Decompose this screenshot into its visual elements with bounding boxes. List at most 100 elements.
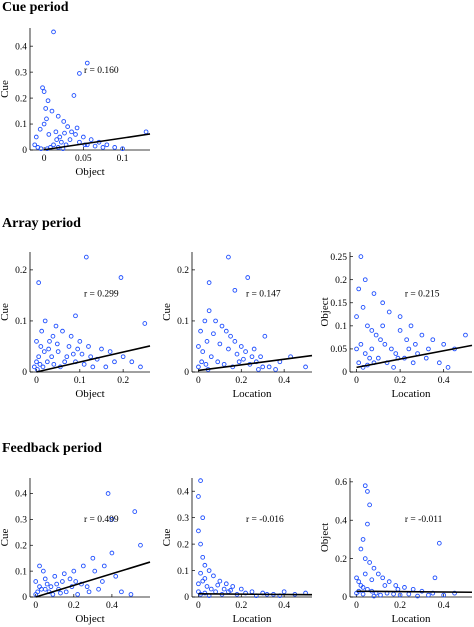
x-tick-label: 0 [196,601,201,611]
y-tick-label: 0.3 [15,516,27,526]
data-point [143,129,149,135]
data-point [47,339,52,344]
data-point [70,351,76,357]
data-point [65,124,70,129]
x-tick-label: 0.2 [117,376,129,386]
data-point [60,328,65,334]
data-point [53,129,59,135]
data-point [234,351,240,357]
data-point [202,576,208,581]
data-point [415,593,420,599]
data-point [386,579,392,584]
data-point [80,563,86,569]
data-point [365,489,370,494]
data-point [73,313,78,319]
data-point [42,576,48,582]
data-point [217,578,223,584]
chart-array-location: 0 0.2 0.4 0 0.1 0.2 Location Cue r = 0.147 [161,252,313,400]
data-point [202,562,208,568]
data-point [380,323,386,329]
data-point [356,579,362,584]
data-point [49,354,55,360]
y-tick-label: 0.2 [335,555,347,565]
data-point [61,119,67,124]
data-point [39,328,45,334]
data-point [44,359,50,365]
data-point [73,579,79,584]
data-point [41,121,47,127]
data-point [441,592,447,598]
data-point [386,309,392,315]
data-point [59,139,64,145]
data-point [77,71,82,76]
data-point [46,346,51,352]
data-point [393,583,399,588]
data-point [380,300,386,306]
data-point [436,540,442,546]
data-point [40,364,46,370]
data-point [402,585,407,590]
data-point [88,354,93,360]
data-point [375,355,381,361]
data-point [406,591,412,597]
y-tick-label: 0.4 [177,487,189,497]
data-point [221,361,227,367]
y-tick-label: 0.4 [15,42,27,52]
data-point [196,528,201,534]
data-point [360,585,366,590]
data-point [49,108,55,114]
data-point [426,592,431,598]
data-point [51,29,56,35]
data-point [200,554,206,560]
y-tick-label: 0.3 [177,514,189,524]
x-axis-label: Object [75,613,104,625]
y-tick-label: 0.2 [15,94,27,104]
data-point [38,146,44,152]
y-tick-label: 0.4 [335,516,347,526]
data-point [92,143,98,149]
data-point [371,291,377,296]
y-tick-label: 0 [22,146,27,156]
data-point [42,586,48,592]
data-point [132,509,138,514]
data-point [260,364,266,370]
y-tick-label: 0.3 [15,68,27,78]
data-point [354,575,359,581]
y-tick-label: 0.2 [335,276,347,286]
data-point [36,280,42,285]
data-point [228,333,233,339]
y-tick-label: 0.1 [15,567,27,577]
data-point [199,359,204,365]
data-point [42,318,48,324]
data-point [221,586,227,592]
data-point [138,542,143,548]
data-point [83,254,89,260]
data-point [367,355,372,361]
data-point [228,588,233,593]
data-point [354,346,359,352]
data-point [378,337,383,343]
y-axis-label: Cue [0,303,11,321]
data-point [362,483,368,489]
data-point [213,589,218,595]
section-title-array: Array period [2,216,81,231]
y-tick-label: 0.1 [177,317,189,327]
data-point [43,106,49,111]
y-tick-label: 0 [184,368,189,378]
data-point [31,364,37,370]
data-point [66,344,72,349]
data-point [198,328,203,334]
data-point [53,323,59,329]
data-point [204,339,210,344]
x-tick-label: 0.4 [278,601,290,611]
data-point [391,365,396,370]
data-point [142,321,148,326]
regression-line [356,344,473,369]
data-point [77,339,83,344]
x-tick-label: 0.1 [74,376,86,386]
data-point [378,592,383,598]
data-point [48,584,54,590]
data-point [33,134,39,140]
